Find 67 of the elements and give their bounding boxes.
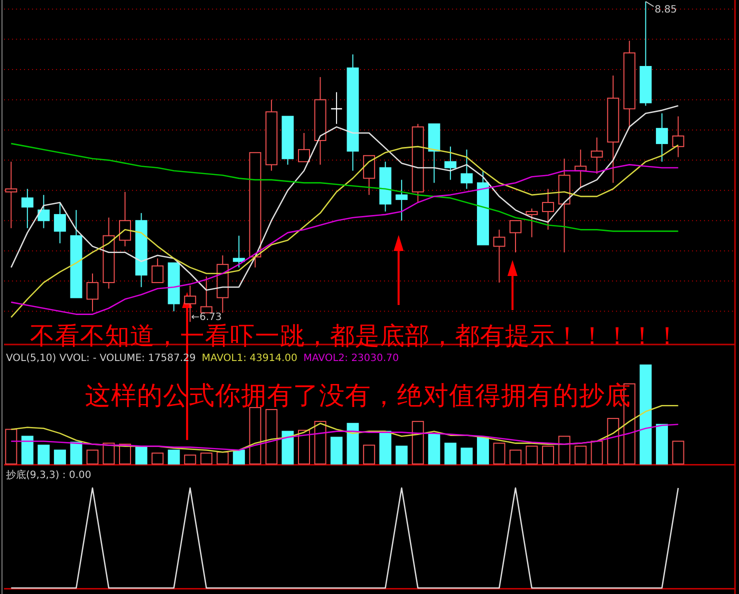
candlestick xyxy=(542,188,554,230)
bar xyxy=(21,436,34,464)
bar xyxy=(444,442,456,464)
bar xyxy=(70,442,82,464)
candlestick xyxy=(200,276,212,314)
bar xyxy=(607,418,620,464)
bar xyxy=(363,444,376,464)
candlestick xyxy=(363,155,376,196)
text: MAVOL1: 43914.00 xyxy=(202,353,298,364)
bar xyxy=(54,450,66,464)
bar xyxy=(460,448,473,464)
bar xyxy=(102,442,115,464)
bar xyxy=(346,422,359,464)
bar xyxy=(216,452,229,464)
candlestick xyxy=(656,112,668,162)
bar xyxy=(86,450,98,464)
bar xyxy=(330,436,343,464)
bar xyxy=(38,444,50,464)
bar xyxy=(249,407,262,464)
bar xyxy=(184,454,196,464)
text: MAVOL2: 23030.70 xyxy=(303,353,399,364)
bar xyxy=(574,446,587,464)
bar xyxy=(314,420,326,464)
candlestick xyxy=(86,272,98,312)
bar xyxy=(168,450,180,464)
bar xyxy=(428,434,440,464)
annotation: ←6.73 xyxy=(191,312,222,323)
candlestick xyxy=(5,161,18,229)
candlestick xyxy=(672,116,684,158)
candlestick xyxy=(330,92,343,124)
bar xyxy=(672,440,684,464)
candlestick xyxy=(152,258,164,284)
bar xyxy=(396,446,408,464)
bar xyxy=(265,409,278,464)
bar xyxy=(656,424,668,464)
candlestick xyxy=(38,194,50,229)
candlestick xyxy=(54,202,66,244)
bar xyxy=(493,442,506,464)
candlestick xyxy=(232,235,245,268)
candlestick xyxy=(444,146,456,180)
bar xyxy=(412,420,424,464)
chart-title: 抄底(9,3,3) : 0.00 xyxy=(6,469,92,481)
candlestick xyxy=(119,191,132,247)
bar xyxy=(200,452,212,464)
bar xyxy=(5,428,18,464)
bar xyxy=(298,430,310,464)
bar xyxy=(152,452,164,464)
bar xyxy=(590,440,603,464)
candlestick xyxy=(298,132,310,162)
bar xyxy=(640,364,652,464)
candlestick xyxy=(396,179,408,222)
bar xyxy=(526,446,538,464)
bar xyxy=(510,450,522,464)
candlestick xyxy=(590,137,603,174)
annotation: 8.85 xyxy=(654,4,677,16)
bar xyxy=(379,430,392,464)
candlestick xyxy=(21,188,34,229)
bar xyxy=(282,430,294,464)
bar xyxy=(542,446,554,464)
candlestick xyxy=(510,220,522,253)
candlestick xyxy=(460,149,473,190)
bar xyxy=(232,450,245,464)
bar xyxy=(558,436,570,464)
bar xyxy=(135,446,148,464)
bar xyxy=(476,436,489,464)
candlestick xyxy=(493,229,506,284)
candlestick xyxy=(526,208,538,238)
